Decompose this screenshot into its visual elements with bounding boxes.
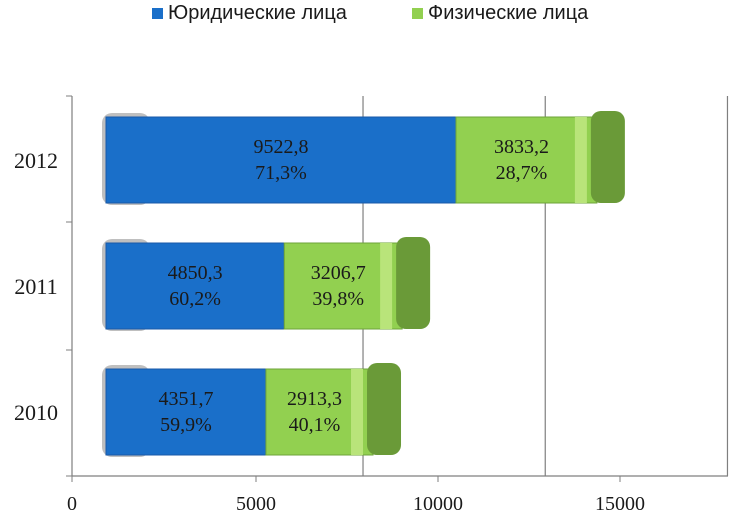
legend: Юридические лица Физические лица xyxy=(0,0,734,30)
data-label-individuals-value: 2913,3 xyxy=(287,388,342,410)
bar-segment-legal xyxy=(105,116,457,204)
data-label-legal-value: 4351,7 xyxy=(158,388,213,410)
data-label-individuals-percent: 39,8% xyxy=(312,288,364,310)
data-label-legal-percent: 60,2% xyxy=(169,288,221,310)
category-label: 2011 xyxy=(14,274,57,299)
bar-segment-individuals xyxy=(455,116,598,204)
x-tick-label: 10000 xyxy=(413,493,463,515)
data-label-legal-value: 4850,3 xyxy=(168,262,223,284)
bar-end-cap xyxy=(396,237,431,329)
data-label-individuals-value: 3206,7 xyxy=(311,262,366,284)
data-label-legal-percent: 59,9% xyxy=(160,414,212,436)
legend-item-individuals: Физические лица xyxy=(412,0,588,26)
bar-highlight xyxy=(574,117,587,203)
bar-end-cap xyxy=(367,363,402,455)
bar-highlight xyxy=(380,243,393,329)
data-label-legal-value: 9522,8 xyxy=(254,136,309,158)
bar-segment-legal xyxy=(105,368,267,456)
legend-label-individuals: Физические лица xyxy=(428,1,589,24)
bar-highlight xyxy=(351,369,364,455)
data-label-individuals-percent: 40,1% xyxy=(289,414,341,436)
data-label-legal-percent: 71,3% xyxy=(255,162,307,184)
bar-segment-legal xyxy=(105,242,285,330)
category-label: 2010 xyxy=(14,400,58,425)
legend-swatch-blue-icon xyxy=(152,7,163,19)
legend-item-legal: Юридические лица xyxy=(152,0,347,26)
data-label-individuals-percent: 28,7% xyxy=(496,162,548,184)
legend-label-legal: Юридические лица xyxy=(168,1,347,24)
x-tick-label: 5000 xyxy=(236,493,276,515)
bar-end-cap xyxy=(590,111,625,203)
category-label: 2012 xyxy=(14,148,58,173)
x-tick-label: 0 xyxy=(67,493,77,515)
x-tick-label: 15000 xyxy=(595,493,645,515)
legend-swatch-green-icon xyxy=(412,7,423,19)
data-label-individuals-value: 3833,2 xyxy=(494,136,549,158)
